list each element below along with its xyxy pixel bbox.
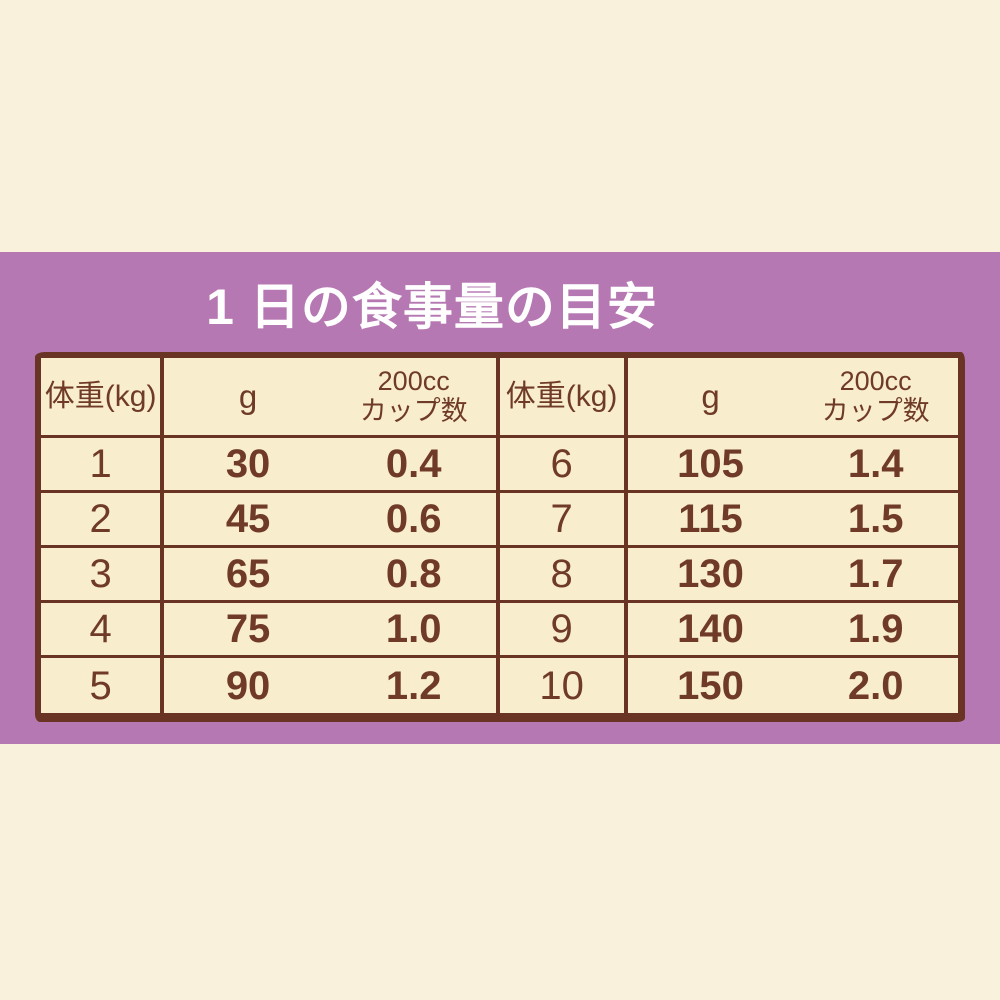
header-grams-right: g <box>627 358 794 438</box>
cups-cell: 0.8 <box>331 548 500 603</box>
feeding-table: 体重(kg) g 200cc カップ数 体重(kg) g 200cc カップ数 … <box>35 352 965 722</box>
weight-cell: 9 <box>499 603 628 658</box>
weight-cell: 8 <box>499 548 628 603</box>
weight-cell: 5 <box>41 658 165 713</box>
grams-cell: 150 <box>677 663 744 708</box>
header-weight-right: 体重(kg) <box>499 358 628 438</box>
page-title: 1 日の食事量の目安 <box>206 278 658 335</box>
grams-cell: 65 <box>164 548 332 603</box>
weight-cell: 1 <box>41 438 165 493</box>
grams-cell: 75 <box>164 603 332 658</box>
grams-cell: 90 <box>225 663 271 708</box>
header-cups-right: 200cc カップ数 <box>793 358 958 438</box>
grams-cell: 130 <box>627 548 794 603</box>
weight-cell: 2 <box>41 493 165 548</box>
grams-cell: 115 <box>627 493 794 548</box>
grams-cell: 30 <box>164 438 332 493</box>
header-cups-left-line2: カップ数 <box>359 395 468 426</box>
weight-cell: 3 <box>41 548 165 603</box>
header-cups-right-line1: 200cc <box>839 366 912 397</box>
weight-cell: 6 <box>499 438 628 493</box>
weight-cell: 7 <box>499 493 628 548</box>
cups-cell: 1.2 <box>332 658 500 713</box>
cups-cell: 2.0 <box>847 663 904 708</box>
grams-cell: 45 <box>164 493 332 548</box>
grams-cell: 140 <box>627 603 794 658</box>
header-weight-left: 体重(kg) <box>41 358 165 438</box>
header-grams-left: g <box>164 358 332 438</box>
grams-cell: 105 <box>627 438 794 493</box>
cups-cell: 1.5 <box>793 493 958 548</box>
cups-cell: 1.7 <box>793 548 958 603</box>
cups-cell: 1.9 <box>793 603 958 658</box>
cups-cell: 1.0 <box>331 603 500 658</box>
cups-cell: 1.4 <box>793 438 958 493</box>
cups-cell: 0.6 <box>331 493 500 548</box>
weight-cell: 4 <box>41 603 165 658</box>
cups-cell: 0.4 <box>331 438 500 493</box>
header-cups-left: 200cc カップ数 <box>331 358 500 438</box>
header-cups-left-line1: 200cc <box>377 366 450 397</box>
weight-cell: 10 <box>500 658 628 713</box>
header-cups-right-line2: カップ数 <box>821 395 930 426</box>
